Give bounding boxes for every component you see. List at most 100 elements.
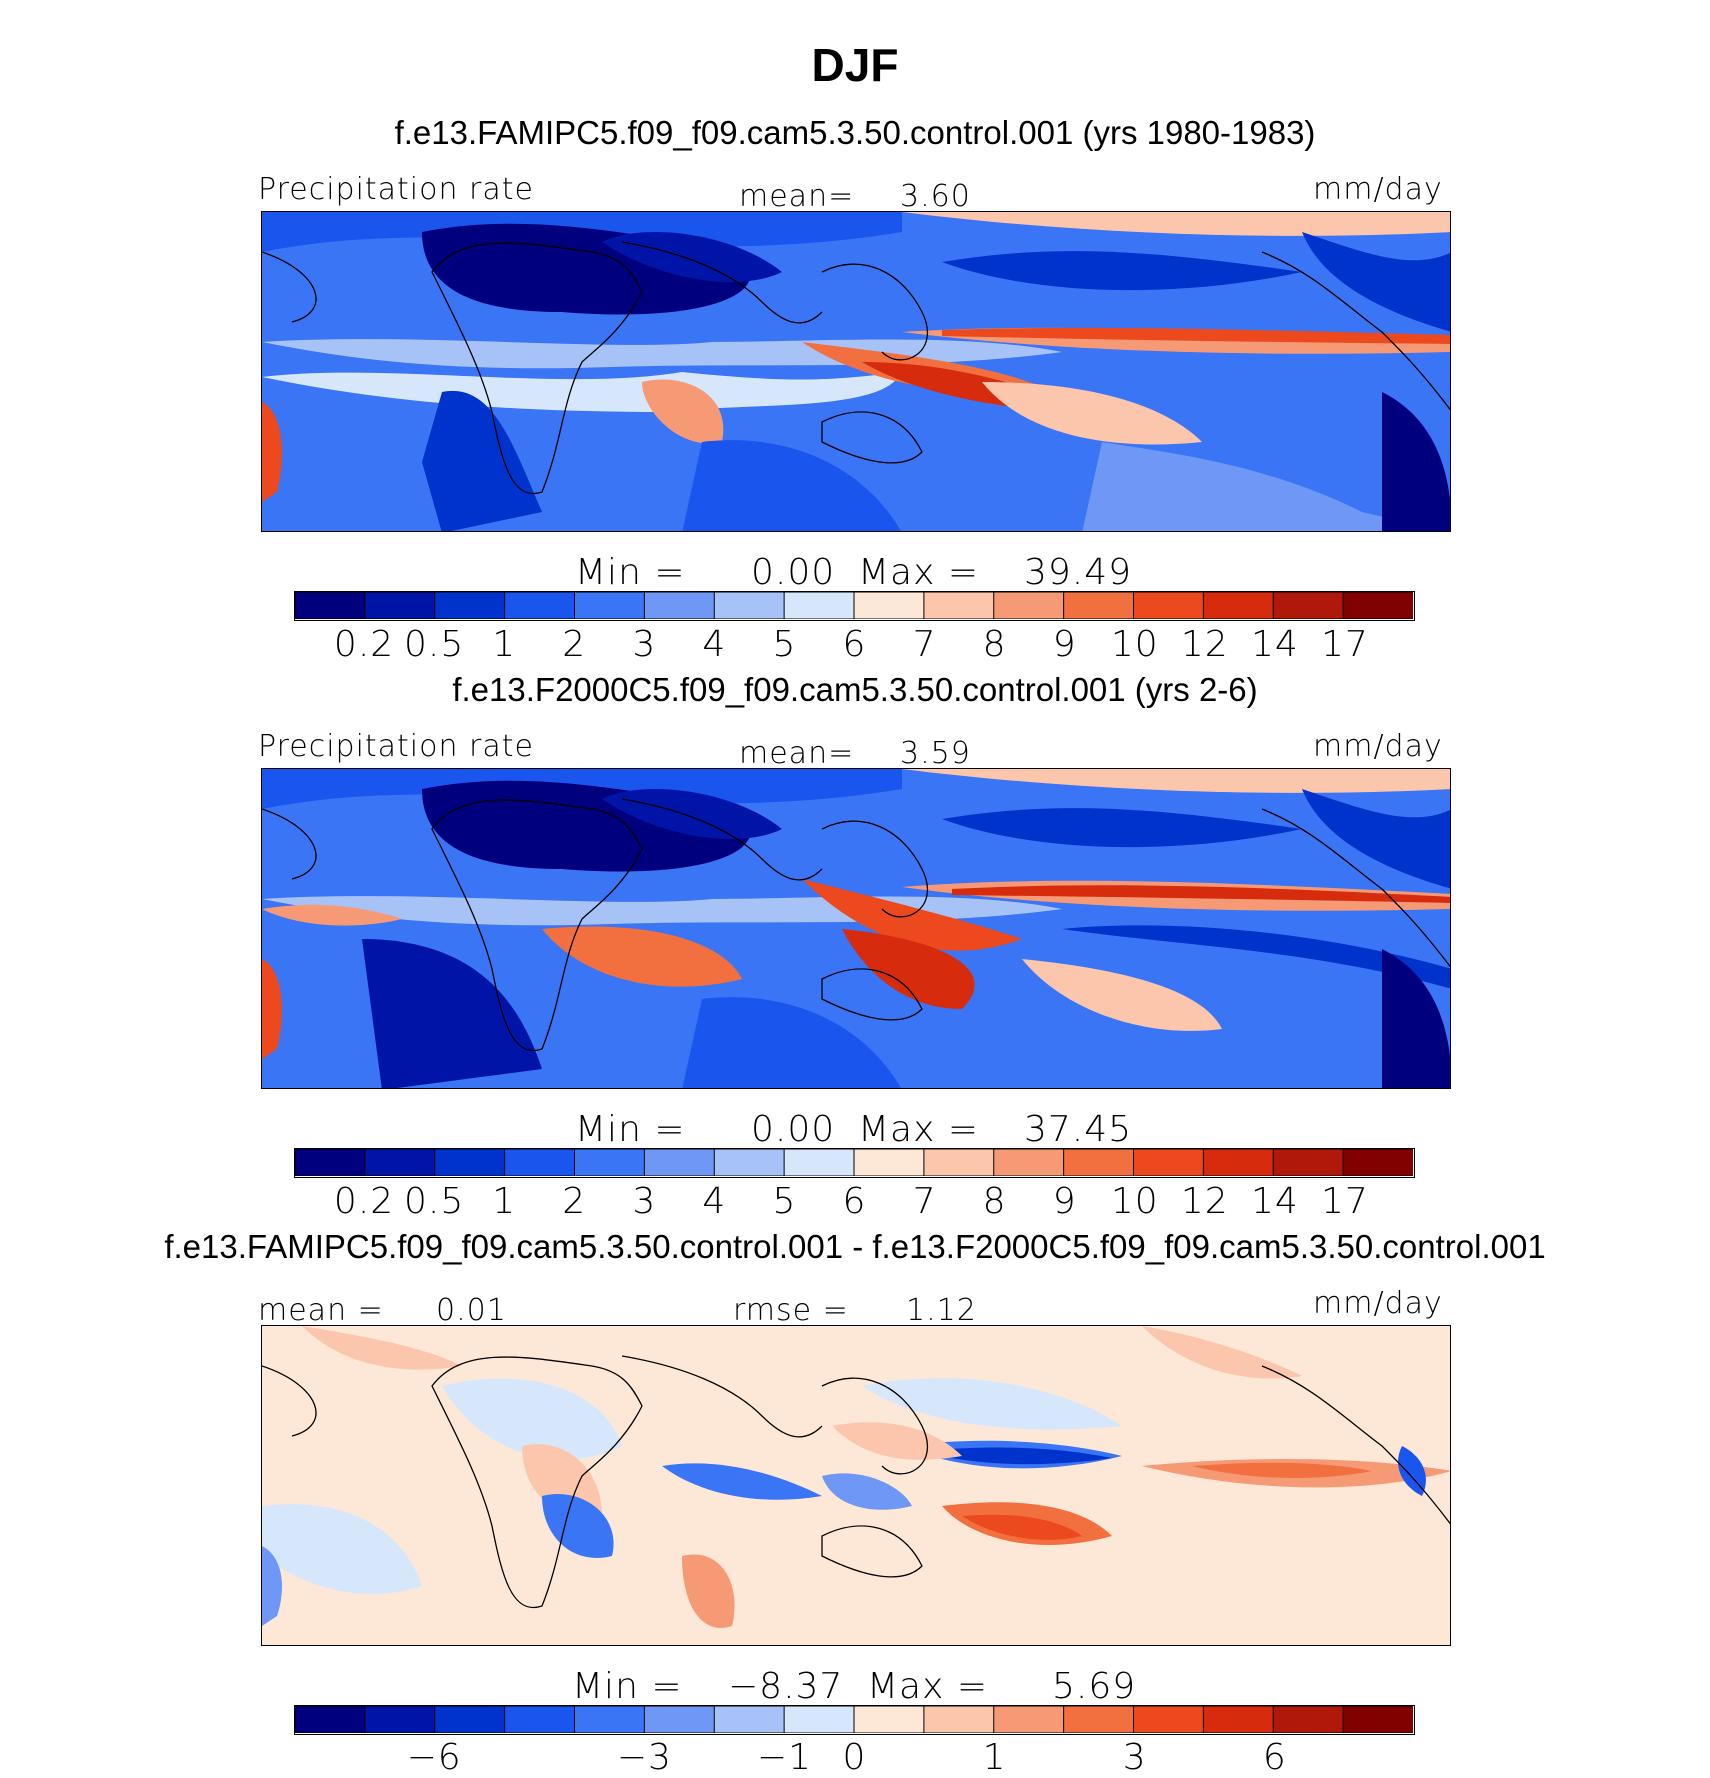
colorbar-tick-label: 0.5 [403, 624, 465, 665]
colorbar-tick-label: 1 [492, 624, 517, 665]
colorbar-box [364, 1149, 436, 1176]
colorbar-tick-label: 5 [772, 1181, 797, 1222]
colorbar-box [574, 1706, 646, 1733]
colorbar-tick-label: −1 [756, 1737, 812, 1778]
colorbar-box [1133, 592, 1205, 619]
colorbar-tick-label: 0.2 [333, 624, 395, 665]
panel-1-colorbar [294, 591, 1415, 621]
colorbar-box [643, 1149, 716, 1176]
colorbar-box [1272, 1706, 1345, 1733]
panel-2-map-svg [262, 769, 1450, 1088]
colorbar-box [1342, 1706, 1413, 1733]
colorbar-box [1202, 592, 1275, 619]
panel-1-field-label: Precipitation rate [258, 172, 534, 207]
colorbar-box [1202, 1706, 1275, 1733]
colorbar-box [1063, 1149, 1135, 1176]
colorbar-tick-label: 10 [1110, 624, 1159, 665]
colorbar-tick-label: 6 [842, 624, 867, 665]
colorbar-tick-label: −3 [616, 1737, 672, 1778]
colorbar-tick-label: 3 [632, 1181, 657, 1222]
panel-3-title: f.e13.FAMIPC5.f09_f09.cam5.3.50.control.… [164, 1228, 1546, 1265]
colorbar-tick-label: 17 [1321, 1181, 1369, 1222]
panel-3-mean-value: 0.01 [436, 1293, 507, 1328]
panel-2-title: f.e13.F2000C5.f09_f09.cam5.3.50.control.… [452, 671, 1258, 708]
colorbar-tick-label: 2 [562, 1181, 587, 1222]
colorbar-tick-label: 14 [1250, 624, 1299, 665]
colorbar-box [504, 1706, 576, 1733]
colorbar-box [1342, 592, 1413, 619]
colorbar-tick-label: 4 [702, 624, 727, 665]
colorbar-tick-label: 9 [1052, 624, 1077, 665]
colorbar-tick-label: 17 [1321, 624, 1369, 665]
colorbar-box [993, 592, 1065, 619]
colorbar-box [504, 592, 576, 619]
colorbar-box [1133, 1706, 1205, 1733]
panel-1-title: f.e13.FAMIPC5.f09_f09.cam5.3.50.control.… [394, 114, 1316, 151]
colorbar-tick-label: 2 [562, 624, 587, 665]
colorbar-box [923, 1706, 995, 1733]
colorbar-box [993, 1149, 1065, 1176]
panel-2-max-value: 37.45 [1024, 1109, 1133, 1150]
colorbar-tick-label: 7 [912, 624, 937, 665]
panel-1-units: mm/day [1313, 172, 1443, 207]
colorbar-box [434, 1149, 506, 1176]
colorbar-box [1272, 1149, 1345, 1176]
panel-2-map [261, 768, 1451, 1089]
colorbar-tick-label: 7 [912, 1181, 937, 1222]
colorbar-tick-label: 9 [1052, 1181, 1077, 1222]
panel-1-min-label: Min = [575, 552, 686, 593]
colorbar-box [504, 1149, 576, 1176]
panel-3-map [261, 1325, 1451, 1646]
panel-3-max-label: Max = [867, 1666, 989, 1707]
colorbar-tick-label: 0 [842, 1737, 867, 1778]
colorbar-tick-label: 10 [1110, 1181, 1159, 1222]
panel-2-min-label: Min = [575, 1109, 686, 1150]
colorbar-tick-label: 8 [982, 1181, 1007, 1222]
panel-3-map-svg [262, 1326, 1450, 1645]
colorbar-box [713, 592, 786, 619]
colorbar-box [923, 592, 995, 619]
panel-2-colorbar [294, 1148, 1415, 1178]
colorbar-tick-label: 0.5 [403, 1181, 465, 1222]
colorbar-box [295, 1149, 366, 1176]
colorbar-tick-label: 12 [1180, 624, 1229, 665]
colorbar-tick-label: 8 [982, 624, 1007, 665]
colorbar-box [364, 592, 436, 619]
figure-title: DJF [811, 39, 899, 91]
colorbar-box [1342, 1149, 1413, 1176]
colorbar-box [853, 1149, 925, 1176]
colorbar-tick-label: −6 [406, 1737, 462, 1778]
colorbar-box [1133, 1149, 1205, 1176]
panel-3-colorbar [294, 1705, 1415, 1735]
colorbar-tick-label: 14 [1250, 1181, 1299, 1222]
panel-2-min-value: 0.00 [751, 1109, 836, 1150]
panel-1-map-svg [262, 212, 1450, 531]
panel-2-units: mm/day [1313, 729, 1443, 764]
colorbar-box [434, 592, 506, 619]
panel-1-mean-value: 3.60 [900, 179, 971, 214]
colorbar-box [1202, 1149, 1275, 1176]
colorbar-box [783, 592, 856, 619]
colorbar-box [295, 1706, 366, 1733]
panel-1-min-value: 0.00 [751, 552, 836, 593]
colorbar-box [713, 1706, 786, 1733]
colorbar-tick-label: 6 [1262, 1737, 1287, 1778]
panel-3-rmse-value: 1.12 [906, 1293, 977, 1328]
panel-3-min-value: −8.37 [728, 1666, 844, 1707]
panel-3-min-label: Min = [572, 1666, 683, 1707]
colorbar-box [643, 592, 716, 619]
panel-2-field-label: Precipitation rate [258, 729, 534, 764]
colorbar-box [993, 1706, 1065, 1733]
colorbar-tick-label: 5 [772, 624, 797, 665]
colorbar-box [574, 1149, 646, 1176]
colorbar-box [643, 1706, 716, 1733]
colorbar-tick-label: 12 [1180, 1181, 1229, 1222]
colorbar-tick-label: 3 [632, 624, 657, 665]
colorbar-tick-label: 6 [842, 1181, 867, 1222]
panel-3-rmse-label: rmse = [733, 1293, 849, 1328]
colorbar-box [1063, 592, 1135, 619]
colorbar-box [364, 1706, 436, 1733]
panel-1-mean-label: mean= [739, 179, 855, 214]
colorbar-tick-label: 4 [702, 1181, 727, 1222]
colorbar-box [783, 1149, 856, 1176]
